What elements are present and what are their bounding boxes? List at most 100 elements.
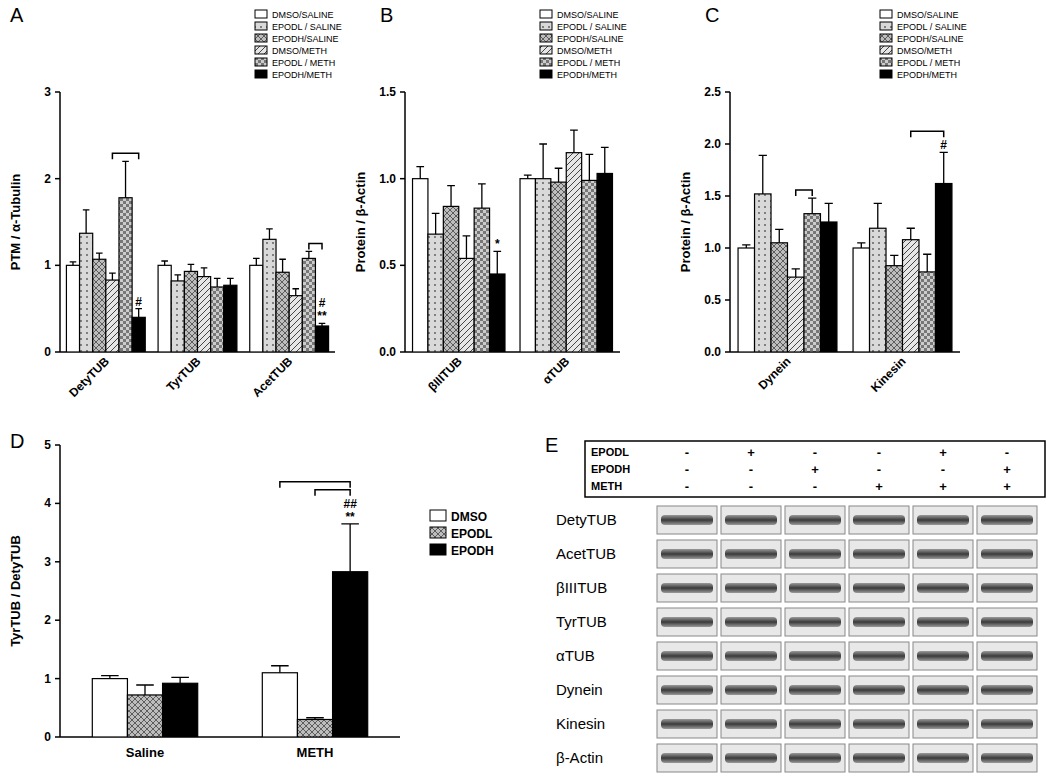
legend-swatch: [540, 22, 552, 30]
y-tick: [725, 351, 730, 353]
blot-band: [917, 583, 969, 593]
error-bar: [122, 161, 129, 197]
blot-band: [661, 549, 713, 559]
blot-band: [661, 583, 713, 593]
bar: [250, 265, 263, 352]
blot-band: [789, 583, 841, 593]
blot-lane: [913, 608, 973, 636]
y-axis-label: TyrTUB / DetyTUB: [8, 535, 23, 647]
y-tick: [400, 265, 405, 267]
bar: [127, 695, 162, 737]
blot-band: [853, 515, 905, 525]
blot-lane: [977, 744, 1037, 772]
legend-label: EPODL / SALINE: [557, 22, 627, 32]
significance-mark: **: [317, 309, 327, 323]
y-tick-label: 4: [44, 496, 51, 510]
bar: [92, 679, 127, 737]
blot-lane: [785, 506, 845, 534]
blot-lane: [913, 710, 973, 738]
bar: [289, 296, 302, 352]
y-tick: [725, 299, 730, 301]
legend-swatch: [255, 46, 267, 54]
blot-band: [789, 515, 841, 525]
treatment-sign: -: [813, 445, 817, 460]
blot-lane: [657, 710, 717, 738]
blot-lane: [785, 574, 845, 602]
error-bar: [135, 309, 142, 318]
bar: [333, 572, 368, 737]
blot-lane: [657, 744, 717, 772]
legend-swatch: [255, 58, 267, 66]
legend-swatch: [255, 70, 267, 78]
y-tick: [725, 91, 730, 93]
significance-bracket: [112, 153, 138, 159]
blot-band: [853, 549, 905, 559]
legend-label: DMSO/SALINE: [272, 10, 334, 20]
bar: [428, 234, 443, 352]
bar: [551, 182, 566, 352]
blot-lane: [977, 540, 1037, 568]
blot-band: [853, 583, 905, 593]
blot-band: [725, 719, 777, 729]
blot-lane: [977, 710, 1037, 738]
y-tick: [55, 736, 60, 738]
error-bar: [266, 229, 273, 239]
blot-lane: [721, 540, 781, 568]
blot-band: [853, 651, 905, 661]
category-label: Kinesin: [868, 354, 909, 395]
bar: [263, 239, 276, 352]
category-label: Dynein: [755, 354, 793, 392]
y-tick: [55, 265, 60, 267]
blot-band: [661, 719, 713, 729]
blot-lane: [977, 608, 1037, 636]
legend: DMSOEPODLEPODH: [430, 510, 494, 558]
panel-label: B: [380, 4, 393, 26]
y-tick: [400, 91, 405, 93]
blot-band: [789, 685, 841, 695]
bar: [474, 208, 489, 352]
y-axis-label: Protein / β-Actin: [353, 172, 368, 272]
y-tick: [55, 619, 60, 621]
error-bar: [253, 258, 260, 265]
significance-mark: #: [319, 296, 326, 310]
significance-bracket: [796, 190, 812, 196]
blot-lane: [721, 710, 781, 738]
legend-label: EPODL / SALINE: [897, 22, 967, 32]
legend-swatch: [540, 58, 552, 66]
legend-swatch: [430, 527, 446, 538]
error-bar: [493, 251, 501, 274]
y-tick: [400, 351, 405, 353]
panel: A0123PTM / α-TubulinDetyTUBTyrTUBAcetTUB…: [8, 4, 342, 400]
error-bar: [759, 155, 767, 193]
bar: [158, 265, 171, 352]
treatment-sign: +: [939, 479, 947, 494]
error-bar: [227, 278, 234, 285]
error-bar: [857, 243, 865, 248]
significance-mark: *: [495, 237, 500, 251]
blot-lane: [657, 676, 717, 704]
significance-mark: #: [135, 295, 142, 309]
blot-lane: [657, 642, 717, 670]
error-bar: [539, 144, 547, 179]
legend-swatch: [255, 34, 267, 42]
bar: [315, 326, 328, 352]
y-tick-label: 3: [44, 555, 51, 569]
bar: [853, 248, 869, 352]
blot-lane: [849, 642, 909, 670]
blot-band: [725, 753, 777, 763]
error-bar: [109, 273, 116, 280]
bar: [935, 184, 951, 352]
blot-band: [853, 617, 905, 627]
error-bar: [601, 147, 609, 173]
category-label: AcetTUB: [250, 354, 296, 400]
error-bar: [775, 229, 783, 243]
category-label: Saline: [126, 745, 164, 760]
legend-label: DMSO/METH: [557, 46, 612, 56]
blot-lane: [977, 574, 1037, 602]
panel-label: E: [545, 434, 558, 456]
error-bar: [808, 198, 816, 214]
blot-band: [917, 753, 969, 763]
blot-band: [917, 651, 969, 661]
blot-band: [981, 583, 1033, 593]
error-bar: [214, 278, 221, 287]
